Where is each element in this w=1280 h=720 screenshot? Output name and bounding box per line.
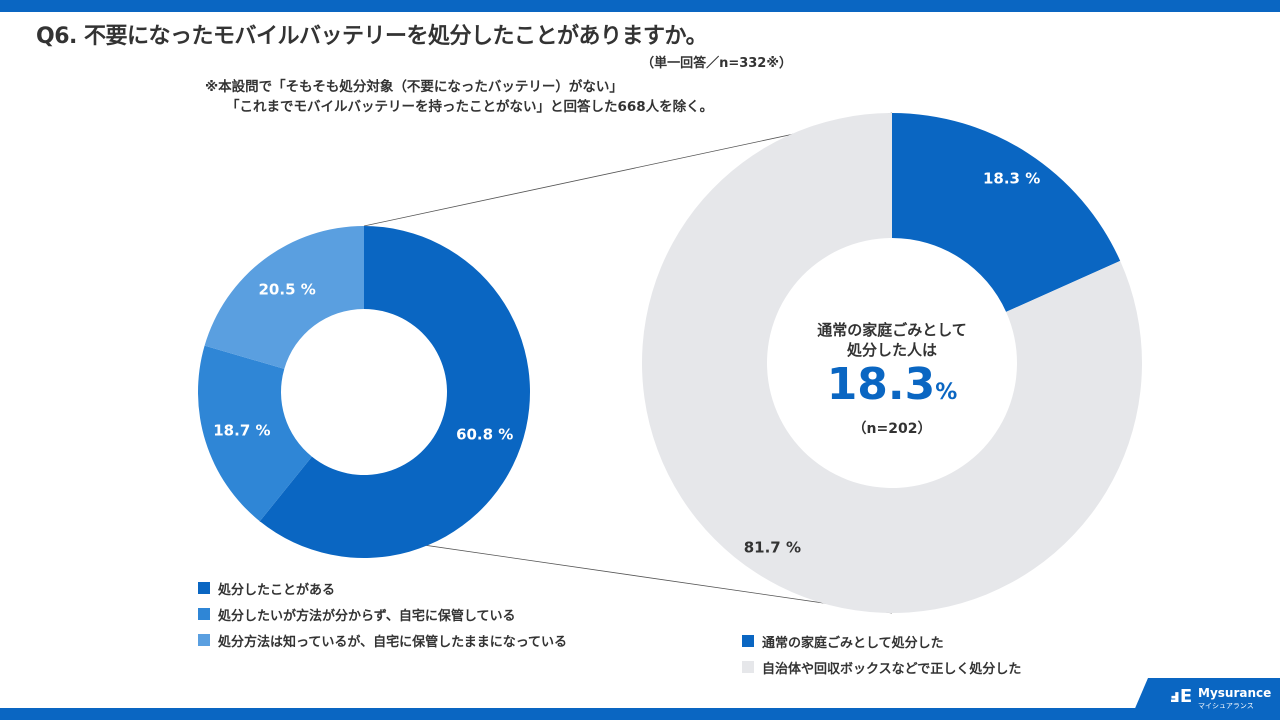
legend-item: 処分方法は知っているが、自宅に保管したままになっている [198, 627, 567, 653]
page-title: Q6. 不要になったモバイルバッテリーを処分したことがありますか。 [36, 24, 708, 49]
data-label: 81.7 % [744, 539, 801, 557]
donut-slice [259, 226, 531, 558]
logo-kana: マイシュアランス [1198, 702, 1254, 710]
legend-item: 処分したことがある [198, 575, 567, 601]
subtitle: （単一回答／n=332※） [641, 56, 792, 71]
note-line-2: 「これまでモバイルバッテリーを持ったことがない」と回答した668人を除く。 [226, 99, 714, 115]
legend-label: 処分したことがある [218, 582, 336, 598]
legend-item: 自治体や回収ボックスなどで正しく処分した [742, 654, 1021, 680]
logo-mark-icon: ⅎE [1170, 686, 1193, 707]
legend-label: 処分したいが方法が分からず、自宅に保管している [218, 608, 516, 624]
legend-swatch [198, 582, 210, 594]
logo-name: Mysurance [1198, 686, 1272, 700]
legend-item: 処分したいが方法が分からず、自宅に保管している [198, 601, 567, 627]
donut-slice [642, 113, 1142, 613]
center-unit: % [935, 380, 958, 405]
data-label: 20.5 % [259, 281, 316, 299]
legend-label: 処分方法は知っているが、自宅に保管したままになっている [218, 634, 568, 650]
center-callout: 通常の家庭ごみとして 処分した人は 18.3% （n=202） [792, 320, 992, 438]
center-line-2: 処分した人は [846, 341, 937, 359]
center-value: 18.3 [826, 359, 936, 410]
legend-label: 通常の家庭ごみとして処分した [762, 635, 944, 651]
legend-item: 通常の家庭ごみとして処分した [742, 628, 1021, 654]
donut-slice [204, 226, 364, 369]
data-label: 18.3 % [983, 169, 1040, 187]
legend-swatch [198, 634, 210, 646]
note-line-1: ※本設問で「そもそも処分対象（不要になったバッテリー）がない」 [205, 79, 623, 95]
data-label: 18.7 % [213, 421, 270, 439]
donut-slice [197, 345, 312, 522]
center-n: （n=202） [852, 421, 932, 437]
bottom-bar [0, 708, 1280, 720]
donut-slice [892, 113, 1121, 312]
mysurance-logo: ⅎE Mysurance マイシュアランス [1130, 678, 1280, 720]
legend-swatch [742, 635, 754, 647]
top-bar [0, 0, 1280, 12]
legend-left: 処分したことがある 処分したいが方法が分からず、自宅に保管している 処分方法は知… [198, 575, 567, 653]
center-line-1: 通常の家庭ごみとして [817, 321, 967, 339]
legend-right: 通常の家庭ごみとして処分した 自治体や回収ボックスなどで正しく処分した [742, 628, 1021, 680]
data-label: 60.8 % [456, 426, 513, 444]
legend-swatch [198, 608, 210, 620]
note: ※本設問で「そもそも処分対象（不要になったバッテリー）がない」 「これまでモバイ… [205, 77, 713, 117]
legend-label: 自治体や回収ボックスなどで正しく処分した [762, 661, 1022, 677]
legend-swatch [742, 661, 754, 673]
